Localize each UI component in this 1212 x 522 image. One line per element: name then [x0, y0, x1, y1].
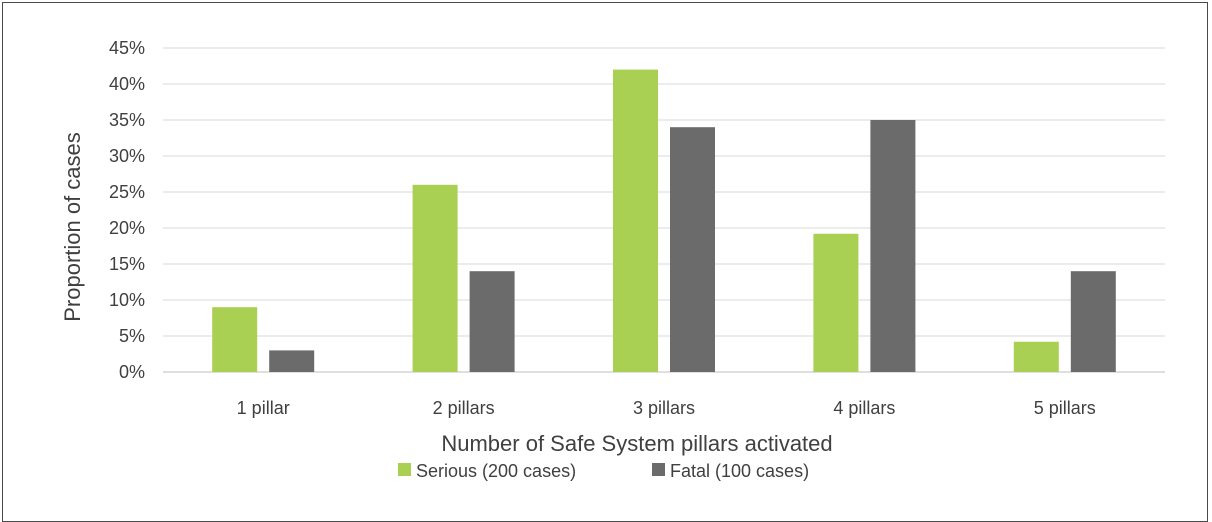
y-tick-label: 10% — [109, 290, 145, 310]
legend-swatch-serious — [398, 463, 411, 476]
bar-fatal-2 — [469, 271, 515, 372]
x-tick-label: 3 pillars — [633, 398, 695, 418]
y-axis-title: Proportion of cases — [60, 132, 85, 322]
x-tick-label: 5 pillars — [1034, 398, 1096, 418]
x-tick-label: 2 pillars — [433, 398, 495, 418]
bar-serious-2 — [412, 184, 458, 372]
bar-fatal-3 — [670, 127, 715, 372]
bar-fatal-4 — [870, 120, 916, 372]
x-axis-title: Number of Safe System pillars activated — [441, 431, 832, 456]
bars — [212, 69, 1116, 372]
y-tick-label: 45% — [109, 38, 145, 58]
y-tick-label: 20% — [109, 218, 145, 238]
bar-fatal-1 — [269, 350, 315, 372]
bar-fatal-5 — [1070, 271, 1116, 372]
x-tick-label: 4 pillars — [833, 398, 895, 418]
gridlines — [163, 47, 1165, 373]
y-tick-label: 40% — [109, 74, 145, 94]
x-tick-label: 1 pillar — [237, 398, 290, 418]
y-tick-label: 30% — [109, 146, 145, 166]
legend-label-fatal: Fatal (100 cases) — [670, 461, 809, 481]
y-tick-label: 15% — [109, 254, 145, 274]
y-tick-label: 35% — [109, 110, 145, 130]
bar-serious-4 — [813, 233, 859, 372]
y-tick-label: 0% — [119, 362, 145, 382]
legend: Serious (200 cases) Fatal (100 cases) — [398, 461, 809, 481]
bar-serious-3 — [613, 69, 658, 372]
bar-serious-5 — [1013, 341, 1059, 372]
bar-serious-1 — [212, 307, 258, 372]
legend-swatch-fatal — [652, 463, 665, 476]
x-tick-labels: 1 pillar 2 pillars 3 pillars 4 pillars 5 pil… — [237, 398, 1096, 418]
y-tick-label: 5% — [119, 326, 145, 346]
legend-label-serious: Serious (200 cases) — [416, 461, 576, 481]
y-tick-label: 25% — [109, 182, 145, 202]
y-tick-labels: 0% 5% 10% 15% 20% 25% 30% 35% 40% 45% — [109, 38, 145, 382]
